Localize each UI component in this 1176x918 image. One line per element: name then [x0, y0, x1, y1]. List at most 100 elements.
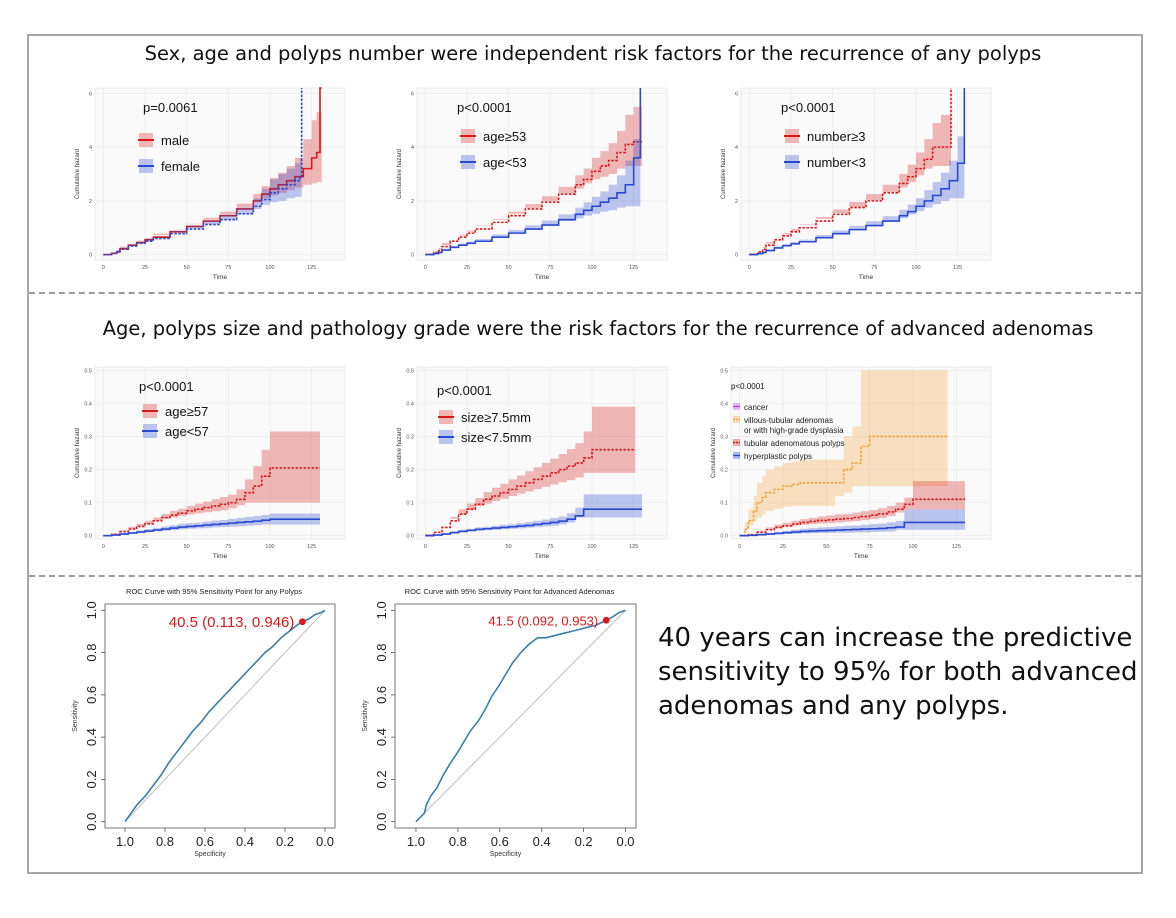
y-tick-label: 0.5	[84, 368, 92, 374]
p-value-label: p<0.0001	[437, 383, 492, 398]
y-tick-label: 0.1	[84, 501, 92, 507]
x-tick-label: 1.0	[407, 834, 425, 849]
y-tick-label: 0.2	[406, 468, 414, 474]
roc-chart-any-polyps: ROC Curve with 95% Sensitivity Point for…	[72, 587, 336, 858]
x-tick-label: 75	[547, 544, 553, 550]
x-tick-label: 50	[506, 265, 512, 271]
x-tick-label: 0.8	[449, 834, 467, 849]
legend-label: hyperplastic polyps	[744, 452, 812, 461]
x-tick-label: 0.6	[491, 834, 509, 849]
x-axis-label: Time	[535, 274, 550, 281]
y-tick-label: 2	[89, 199, 92, 205]
y-tick-label: 0.0	[84, 813, 99, 831]
km-chart-size: 0 25 50 75 100 125 0.0 0.1 0.2 0.3 0.4 0.5 Time Cumul…	[397, 366, 668, 560]
x-tick-label: 25	[142, 265, 148, 271]
x-tick-label: 1.0	[116, 834, 134, 849]
x-tick-label: 50	[823, 544, 829, 550]
x-tick-label: 50	[184, 544, 190, 550]
series-line	[739, 521, 965, 537]
series-line	[425, 88, 642, 256]
series-line	[103, 467, 320, 537]
plot-panel	[416, 87, 668, 261]
x-axis-label: Specificity	[194, 851, 226, 858]
legend-label: age<53	[483, 155, 527, 170]
ci-band	[739, 509, 965, 536]
p-value-label: p<0.0001	[731, 382, 765, 391]
p-value-label: p<0.0001	[781, 100, 836, 115]
x-tick-label: 100	[911, 265, 920, 271]
legend-label: female	[161, 159, 200, 174]
legend-label: villous-tubular adenomas	[744, 416, 833, 425]
legend-label: number<3	[807, 155, 866, 170]
x-tick-label: 125	[307, 265, 316, 271]
y-tick-label: 4	[411, 145, 414, 151]
x-tick-label: 125	[629, 265, 638, 271]
legend-label: cancer	[744, 403, 768, 412]
figure-frame	[27, 34, 1143, 874]
x-axis-label: Time	[213, 274, 228, 281]
y-axis-label: Cumulative hazard	[397, 149, 403, 199]
ci-band	[425, 139, 641, 255]
conclusion-text: 40 years can increase the predictive sen…	[658, 623, 1138, 721]
plot-panel	[94, 366, 346, 540]
legend-label: age≥57	[165, 404, 208, 419]
series-line	[103, 88, 303, 256]
x-tick-label: 75	[547, 265, 553, 271]
x-tick-label: 0	[102, 544, 105, 550]
x-tick-label: 125	[307, 544, 316, 550]
legend-label: tubular adenomatous polyps	[744, 439, 845, 448]
sensitivity-point	[299, 618, 306, 626]
y-axis-label: Cumulative hazard	[75, 149, 81, 199]
y-tick-label: 0.4	[406, 401, 414, 407]
y-tick-label: 0.6	[374, 686, 389, 704]
y-tick-label: 0.0	[374, 813, 389, 831]
legend-label: number≥3	[807, 129, 865, 144]
km-chart-age53: 0 25 50 75 100 125 0 2 4 6 Time Cumulative hazard p<…	[397, 87, 668, 281]
sensitivity-point-label: 40.5 (0.113, 0.946)	[169, 614, 295, 631]
series-line	[749, 88, 952, 256]
y-tick-label: 6	[411, 91, 414, 97]
x-tick-label: 100	[587, 544, 596, 550]
x-tick-label: 25	[780, 544, 786, 550]
series-line	[739, 498, 965, 537]
y-tick-label: 2	[735, 199, 738, 205]
y-tick-label: 0	[89, 253, 92, 259]
y-tick-label: 0.4	[374, 728, 389, 746]
y-tick-label: 1.0	[374, 601, 389, 619]
y-axis-label: Sensitivity	[362, 700, 369, 732]
km-chart-number: 0 25 50 75 100 125 0 2 4 6 Time Cumulative hazard p<…	[721, 87, 992, 281]
ci-band	[739, 481, 965, 536]
sensitivity-point-label: 41.5 (0.092, 0.953)	[488, 613, 598, 628]
x-tick-label: 0	[424, 544, 427, 550]
x-axis-label: Time	[213, 553, 228, 560]
y-tick-label: 0.0	[406, 534, 414, 540]
x-tick-label: 25	[788, 265, 794, 271]
series-line	[425, 140, 642, 256]
legend-label: age<57	[165, 424, 209, 439]
y-tick-label: 0.5	[406, 368, 414, 374]
y-tick-label: 0.3	[84, 434, 92, 440]
y-tick-label: 0.1	[720, 501, 728, 507]
km-chart-sex: 0 25 50 75 100 125 0 2 4 6 Time Cumulative hazard p=…	[75, 87, 346, 281]
x-tick-label: 25	[464, 265, 470, 271]
y-tick-label: 4	[735, 145, 738, 151]
ci-band	[103, 431, 320, 536]
roc-curve	[415, 609, 626, 823]
section-divider-top	[29, 292, 1141, 294]
legend-label: male	[161, 133, 189, 148]
x-tick-label: 75	[225, 544, 231, 550]
heading-any-polyps: Sex, age and polyps number were independ…	[144, 42, 1042, 65]
y-tick-label: 0.2	[84, 468, 92, 474]
x-axis-label: Time	[859, 274, 874, 281]
y-tick-label: 0.6	[84, 686, 99, 704]
x-tick-label: 0	[102, 265, 105, 271]
x-tick-label: 0	[748, 265, 751, 271]
y-tick-label: 0.5	[720, 368, 728, 374]
x-tick-label: 75	[871, 265, 877, 271]
y-tick-label: 0.4	[84, 401, 92, 407]
diagonal-reference	[415, 609, 626, 823]
x-tick-label: 0.2	[276, 834, 294, 849]
y-tick-label: 6	[89, 91, 92, 97]
y-tick-label: 0	[735, 253, 738, 259]
roc-title: ROC Curve with 95% Sensitivity Point for…	[405, 587, 615, 596]
